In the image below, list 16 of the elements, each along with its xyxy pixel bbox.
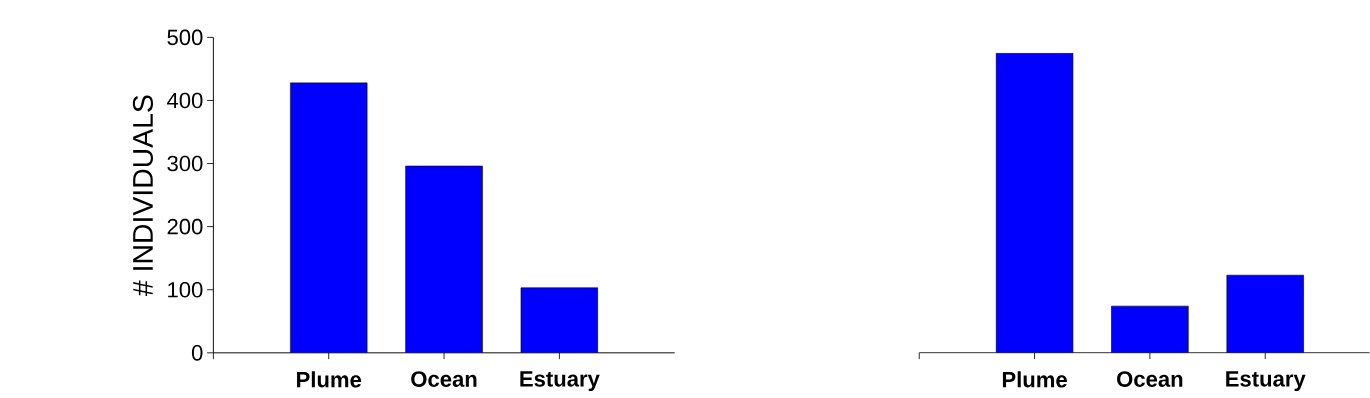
- y-tick-label: 300: [167, 155, 203, 172]
- x-tick-label: Plume: [1002, 371, 1067, 388]
- bar: [290, 82, 368, 353]
- y-tick-label: 500: [167, 29, 203, 46]
- y-axis-title: # INDIVIDUALS: [132, 95, 153, 296]
- y-tick-label: 100: [168, 281, 203, 298]
- x-tick-label: Plume: [297, 371, 362, 388]
- y-tick-label: 0: [191, 344, 203, 361]
- bar: [405, 165, 483, 353]
- y-tick-label: 400: [167, 92, 203, 109]
- y-tick-label: 200: [167, 218, 203, 235]
- x-tick-label: Ocean: [411, 371, 477, 387]
- x-tick-label: Estuary: [1226, 371, 1306, 391]
- bar: [520, 287, 599, 353]
- x-tick-label: Estuary: [520, 371, 600, 391]
- x-tick-label: Ocean: [1117, 371, 1183, 387]
